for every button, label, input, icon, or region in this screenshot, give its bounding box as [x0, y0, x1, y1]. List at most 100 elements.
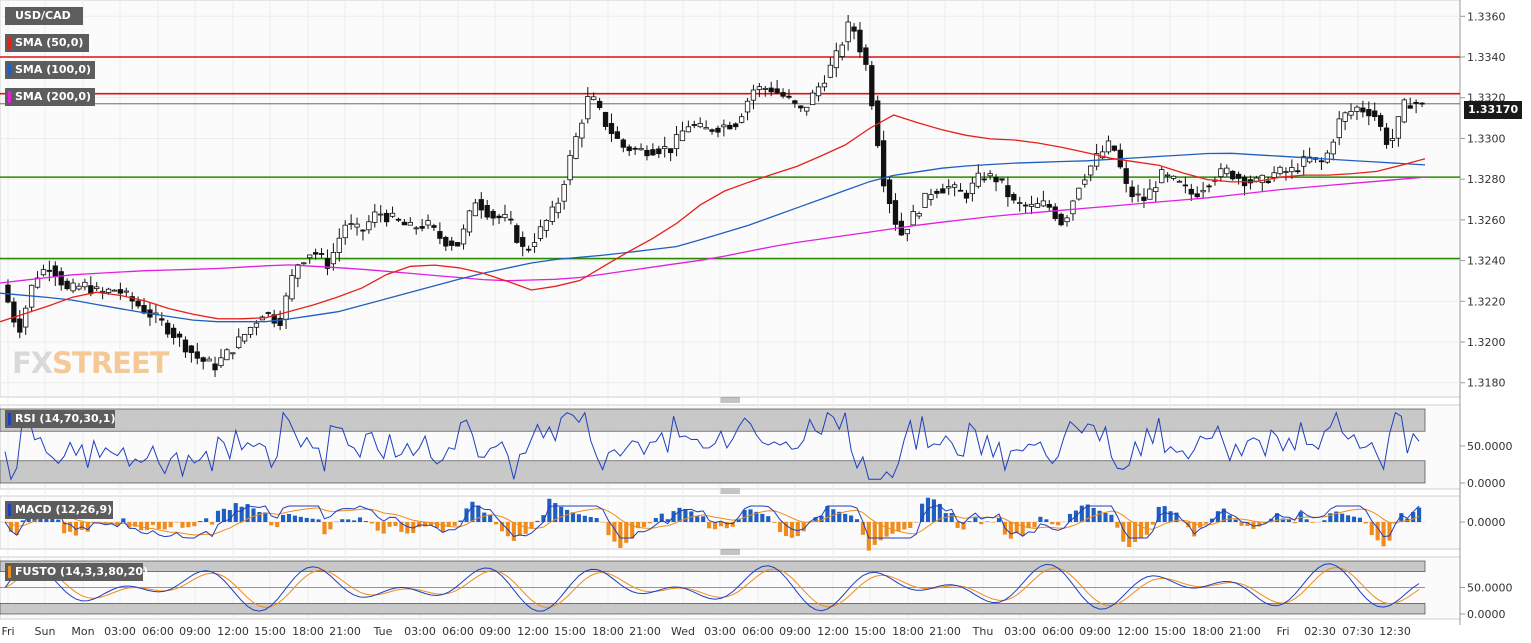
x-tick-16: 18:00 [592, 625, 624, 638]
sma200-label[interactable]: SMA (200,0) [5, 88, 95, 106]
x-tick-29: 09:00 [1079, 625, 1111, 638]
macd-hist-28 [168, 522, 173, 528]
candle-body-131 [780, 92, 786, 97]
candle-197 [1170, 175, 1177, 181]
macd-hist-110 [653, 518, 658, 522]
x-tick-34: Fri [1276, 625, 1289, 638]
candle-body-122 [727, 124, 733, 130]
candle-201 [1194, 186, 1200, 199]
candle-105 [626, 144, 632, 156]
candle-body-167 [993, 176, 999, 183]
candle-90 [537, 219, 544, 242]
macd-hist-184 [1091, 507, 1096, 522]
rsi-label[interactable]: RSI (14,70,30,1) [5, 410, 115, 428]
candle-body-234 [1389, 138, 1396, 141]
fusto-label[interactable]: FUSTO (14,3,3,80,20) [5, 563, 148, 581]
candle-body-166 [987, 173, 993, 177]
candle-20 [123, 287, 129, 297]
candle-153 [910, 204, 916, 226]
x-tick-2: Mon [71, 625, 94, 638]
macd-hist-71 [423, 522, 428, 527]
candle-89 [531, 233, 538, 253]
candle-123 [733, 122, 739, 131]
x-tick-28: 06:00 [1042, 625, 1074, 638]
candle-119 [709, 128, 715, 135]
candle-87 [520, 231, 526, 257]
candle-198 [1176, 179, 1183, 183]
macd-hist-183 [1085, 504, 1090, 522]
macd-hist-139 [825, 506, 830, 522]
macd-hist-135 [801, 522, 806, 532]
sma100-label[interactable]: SMA (100,0) [5, 61, 95, 79]
candle-178 [1058, 212, 1064, 227]
macd-hist-75 [446, 522, 451, 527]
candle-164 [975, 164, 981, 189]
candle-body-195 [1159, 169, 1165, 184]
candle-40 [241, 333, 248, 344]
candle-230 [1366, 101, 1372, 126]
fusto-label-text: FUSTO (14,3,3,80,20) [15, 565, 149, 578]
macd-label[interactable]: MACD (12,26,9) [5, 501, 113, 519]
candle-body-60 [360, 229, 366, 232]
candle-body-217 [1289, 167, 1295, 173]
candle-body-8 [52, 265, 58, 277]
candle-body-67 [401, 221, 408, 226]
macd-hist-171 [1014, 522, 1019, 534]
candle-39 [236, 328, 242, 350]
x-tick-19: 03:00 [704, 625, 736, 638]
macd-hist-123 [730, 522, 735, 527]
candle-body-92 [549, 206, 555, 222]
macd-hist-76 [452, 522, 457, 526]
macd-hist-187 [1109, 514, 1114, 522]
y-tick-5: 1.3260 [1467, 214, 1506, 227]
candle-body-110 [656, 148, 662, 155]
candle-124 [738, 113, 745, 124]
candle-body-84 [502, 213, 508, 219]
candle-173 [1028, 195, 1035, 215]
macd-hist-94 [559, 506, 564, 522]
candle-body-49 [295, 264, 301, 279]
x-tick-9: 21:00 [329, 625, 361, 638]
candle-body-165 [981, 178, 987, 181]
candle-body-135 [804, 106, 810, 112]
candle-body-13 [82, 281, 88, 288]
candle-body-91 [543, 220, 550, 231]
candle-body-182 [1082, 179, 1088, 185]
sma50-label[interactable]: SMA (50,0) [5, 34, 89, 52]
fusto-d-line [4, 566, 1420, 608]
candle-11 [70, 278, 76, 294]
candle-75 [449, 236, 455, 251]
candle-body-192 [1141, 196, 1147, 201]
x-tick-3: 03:00 [104, 625, 136, 638]
macd-hist-111 [659, 513, 664, 522]
candle-body-208 [1235, 173, 1242, 179]
macd-hist-121 [718, 522, 723, 527]
macd-hist-211 [1251, 522, 1256, 529]
macd-hist-31 [186, 522, 191, 528]
x-tick-15: 15:00 [554, 625, 586, 638]
symbol-label[interactable]: USD/CAD [5, 7, 83, 25]
x-tick-20: 06:00 [742, 625, 774, 638]
candle-219 [1301, 150, 1307, 177]
macd-hist-63 [375, 522, 380, 531]
macd-hist-201 [1192, 522, 1197, 537]
candle-76 [454, 242, 461, 247]
x-tick-6: 12:00 [217, 625, 249, 638]
macd-hist-42 [251, 508, 256, 522]
macd-hist-174 [1032, 522, 1037, 528]
macd-hist-168 [996, 518, 1002, 522]
macd-hist-89 [529, 522, 534, 529]
candle-13 [82, 278, 88, 291]
candle-107 [638, 143, 644, 151]
candle-120 [715, 125, 721, 138]
candle-body-196 [1164, 174, 1171, 177]
candle-231 [1372, 102, 1378, 121]
candle-body-128 [762, 88, 768, 90]
macd-hist-198 [1174, 512, 1179, 522]
macd-hist-96 [570, 512, 576, 522]
candle-67 [401, 219, 408, 226]
macd-hist-185 [1097, 510, 1102, 522]
candle-body-148 [880, 140, 887, 187]
sma100-line [0, 152, 1426, 323]
